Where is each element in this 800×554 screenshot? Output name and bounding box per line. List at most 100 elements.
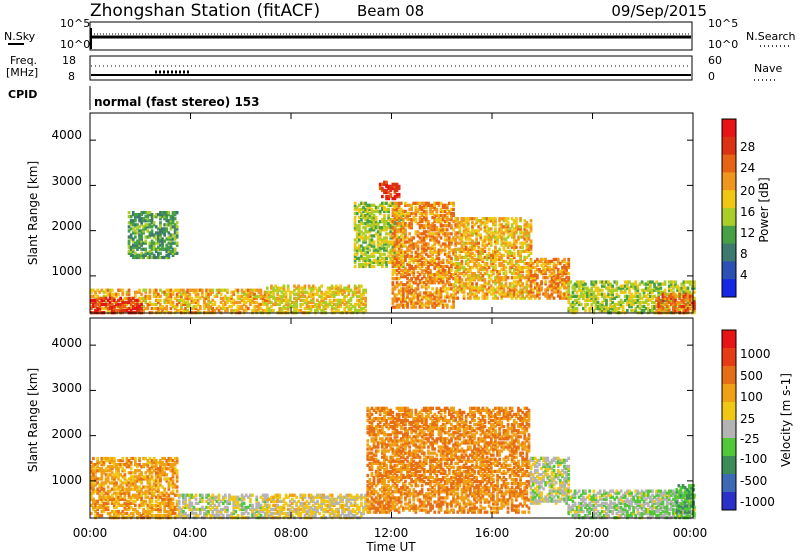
power-cell <box>154 237 158 241</box>
power-cell <box>177 308 181 313</box>
power-cell <box>330 306 334 311</box>
power-cell <box>131 253 135 257</box>
power-cell <box>529 223 533 227</box>
power-cell <box>368 215 372 220</box>
power-cell <box>261 302 265 307</box>
power-cell <box>353 286 357 290</box>
power-cell <box>180 292 183 296</box>
power-cell <box>389 184 393 188</box>
power-cell <box>385 236 388 240</box>
power-cell <box>397 213 401 218</box>
power-cell <box>414 218 418 222</box>
power-cell <box>184 294 187 298</box>
nsearch-tick-top: 10^5 <box>708 17 738 30</box>
power-cell <box>437 240 441 244</box>
power-cell <box>307 304 311 309</box>
power-cell <box>134 251 137 255</box>
power-cell <box>399 213 403 218</box>
power-cell <box>154 290 158 294</box>
power-cell <box>370 209 374 214</box>
power-cell <box>244 304 248 309</box>
power-cell <box>387 218 390 222</box>
power-cell <box>397 228 401 232</box>
power-cell <box>282 286 286 290</box>
power-cell <box>157 306 160 311</box>
power-cell <box>314 304 317 309</box>
power-cell <box>402 275 405 279</box>
power-cell <box>119 296 122 300</box>
power-cell <box>177 288 181 292</box>
power-cell <box>370 234 374 238</box>
power-cell <box>150 221 154 225</box>
power-cell <box>339 284 342 288</box>
power-cell <box>399 218 403 222</box>
power-cell <box>395 186 399 191</box>
power-cell <box>383 252 386 256</box>
power-cell <box>169 215 173 219</box>
power-cell <box>125 308 129 313</box>
power-cell <box>504 270 508 274</box>
power-cell <box>389 234 393 238</box>
power-cell <box>240 304 244 309</box>
power-cell <box>364 228 367 232</box>
power-cell <box>272 288 275 292</box>
power-cell <box>110 292 114 296</box>
power-cell <box>293 288 296 292</box>
power-cell <box>201 292 204 296</box>
power-cell <box>293 292 296 296</box>
power-cell <box>167 247 171 251</box>
power-cell <box>358 288 361 292</box>
power-cell <box>362 302 365 307</box>
power-cell <box>393 305 397 309</box>
power-cell <box>378 238 382 242</box>
power-cell <box>169 296 173 300</box>
power-cell <box>460 278 464 282</box>
power-cell <box>360 211 363 216</box>
power-cell <box>299 304 303 309</box>
power-cell <box>274 302 277 307</box>
power-cell <box>226 298 229 302</box>
power-cell <box>148 245 152 249</box>
power-cell <box>376 256 380 260</box>
power-cell <box>498 247 501 251</box>
power-cell <box>299 302 303 307</box>
power-cell <box>257 288 261 292</box>
power-cell <box>115 304 118 309</box>
power-cell <box>169 243 173 247</box>
power-cell <box>203 306 206 311</box>
power-cell <box>284 296 288 300</box>
power-cell <box>198 288 202 292</box>
power-cell <box>337 302 340 307</box>
power-cell <box>113 292 116 296</box>
power-cell <box>337 290 340 294</box>
power-cell <box>154 294 158 298</box>
power-cell <box>358 207 361 212</box>
power-cell <box>134 223 137 227</box>
power-cell <box>175 231 179 235</box>
power-cell <box>154 292 158 296</box>
power-cell <box>280 298 284 302</box>
power-cell <box>278 300 282 305</box>
power-cell <box>381 256 384 260</box>
power-cell <box>391 242 395 246</box>
power-cell <box>100 298 104 302</box>
power-cell <box>372 213 376 218</box>
power-cell <box>134 219 137 223</box>
power-cell <box>230 290 233 294</box>
power-cell <box>404 234 407 238</box>
power-cell <box>119 302 122 307</box>
power-cell <box>353 264 357 269</box>
power-cell <box>322 308 326 313</box>
power-cell <box>335 286 338 290</box>
power-cell <box>353 218 357 222</box>
power-cell <box>355 224 359 228</box>
power-cell <box>136 308 139 313</box>
power-cell <box>240 290 244 294</box>
power-cell <box>395 203 399 207</box>
power-cell <box>236 288 240 292</box>
power-cell <box>140 292 143 296</box>
power-cell <box>127 249 131 253</box>
power-cell <box>121 306 125 311</box>
power-cell <box>131 249 135 253</box>
power-cell <box>393 285 397 289</box>
